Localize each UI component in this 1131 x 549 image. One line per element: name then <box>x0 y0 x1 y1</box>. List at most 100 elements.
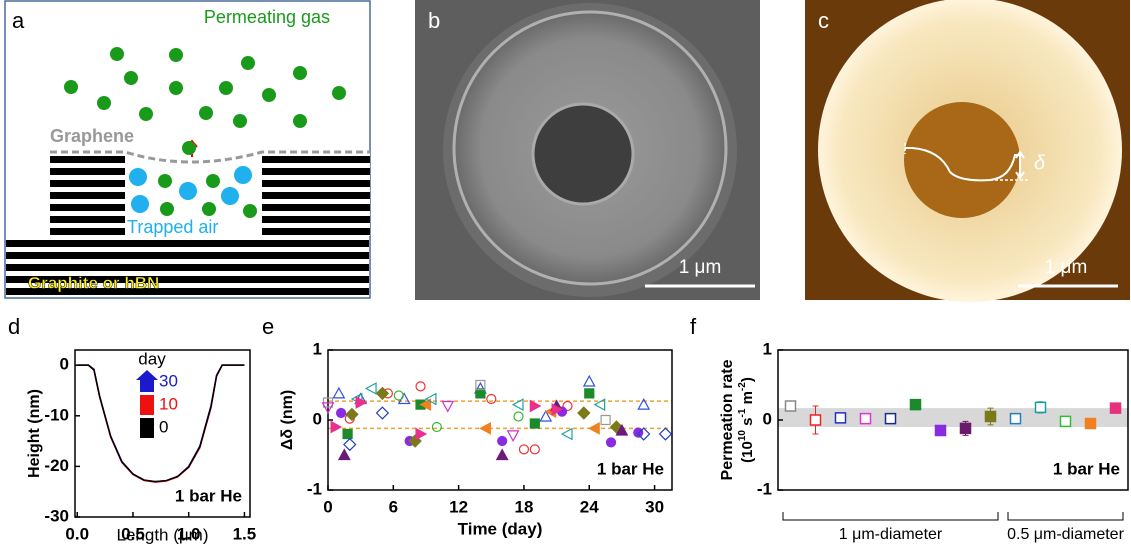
x-tick-label: 1.5 <box>233 524 257 543</box>
point <box>480 423 490 434</box>
point <box>836 413 846 423</box>
point <box>585 389 594 398</box>
point <box>432 423 441 432</box>
unit-part: 10 <box>737 430 748 442</box>
point <box>394 391 403 400</box>
panel-letter: e <box>262 314 274 339</box>
point <box>961 423 971 433</box>
point <box>476 389 485 398</box>
point <box>346 409 358 421</box>
point <box>1036 402 1046 412</box>
point <box>530 419 539 428</box>
group-label: 1 μm-diameter <box>839 526 943 543</box>
label: Graphite or hBN <box>28 273 159 292</box>
legend-label: 0 <box>159 417 168 436</box>
point <box>497 450 508 460</box>
point <box>911 400 921 410</box>
group-bracket <box>783 512 998 520</box>
x-axis-label: Time (day) <box>458 519 543 538</box>
legend-title: day <box>138 349 166 368</box>
annotation: 1 bar He <box>175 486 242 505</box>
unit-part: (10 <box>739 441 756 463</box>
label: Permeating gas <box>204 7 330 27</box>
y-axis-label: Permeation rate <box>719 359 736 480</box>
layers <box>50 152 125 236</box>
y-tick-label: 1 <box>313 339 322 358</box>
x-tick-label: 0 <box>323 497 332 516</box>
group-label: 0.5 μm-diameter <box>1007 526 1124 543</box>
label: Trapped air <box>127 217 218 237</box>
x-tick-label: 12 <box>449 497 468 516</box>
point <box>514 412 523 421</box>
y-tick-label: -10 <box>44 405 69 424</box>
y-tick-label: -1 <box>757 479 772 498</box>
point <box>530 401 540 412</box>
y-axis-label: Height (nm) <box>26 389 43 478</box>
point <box>1111 403 1121 413</box>
point <box>498 437 507 446</box>
legend-label: 30 <box>159 371 178 390</box>
point <box>442 402 453 412</box>
delta-label: δ <box>1034 152 1046 174</box>
point <box>589 423 599 434</box>
point <box>333 388 344 398</box>
point <box>508 431 519 441</box>
point <box>601 416 610 425</box>
point <box>786 401 796 411</box>
group-bracket <box>1008 512 1123 520</box>
point <box>377 407 389 419</box>
panel-letter: b <box>428 8 440 33</box>
legend-label: 10 <box>159 394 178 413</box>
label: Graphene <box>50 126 134 146</box>
x-tick-label: 18 <box>514 497 533 516</box>
x-tick-label: 6 <box>389 497 398 516</box>
y-axis-label: Δδ (nm) <box>279 390 296 450</box>
panel-a: a Permeating gas Graphene Trapped air Gr… <box>5 1 370 298</box>
legend-swatch <box>140 418 154 438</box>
scale-label: 1 μm <box>1045 257 1088 278</box>
point <box>331 422 341 433</box>
panel-letter: d <box>8 314 20 339</box>
unit-part: m <box>739 391 756 409</box>
x-tick-label: 30 <box>645 497 664 516</box>
y-axis-units: (1010 s-1 m-2) <box>737 377 756 463</box>
point <box>1086 419 1096 429</box>
y-tick-label: -1 <box>307 479 322 498</box>
point <box>578 407 590 419</box>
chart-f: f-101Permeation rate(1010 s-1 m-2)1 bar … <box>690 314 1128 543</box>
annotation: 1 bar He <box>597 459 664 478</box>
unit-part: ) <box>739 377 756 382</box>
y-tick-label: 0 <box>313 409 322 428</box>
point <box>337 409 346 418</box>
y-tick-label: -30 <box>44 506 69 525</box>
legend-swatch <box>136 370 158 392</box>
point <box>607 438 616 447</box>
panel-letter: f <box>690 314 697 339</box>
panel-letter: a <box>12 8 25 33</box>
y-tick-label: 1 <box>763 339 772 358</box>
legend-swatch <box>140 395 154 415</box>
y-tick-label: 0 <box>763 409 772 428</box>
point <box>584 376 595 386</box>
point <box>886 414 896 424</box>
point <box>861 414 871 424</box>
shaded-band <box>778 408 1128 427</box>
point <box>399 394 410 404</box>
x-tick-label: 24 <box>580 497 599 516</box>
point <box>343 430 352 439</box>
panel-letter: c <box>818 8 829 33</box>
point <box>416 429 426 440</box>
figure: a Permeating gas Graphene Trapped air Gr… <box>0 0 1131 544</box>
point <box>986 412 996 422</box>
point <box>487 395 496 404</box>
point <box>366 383 376 394</box>
layers <box>262 152 370 236</box>
point <box>936 426 946 436</box>
unit-part: s <box>739 418 756 431</box>
point <box>416 382 425 391</box>
point <box>1061 416 1071 426</box>
y-tick-label: 0 <box>60 355 69 374</box>
x-axis-label: Length (μm) <box>117 525 209 544</box>
